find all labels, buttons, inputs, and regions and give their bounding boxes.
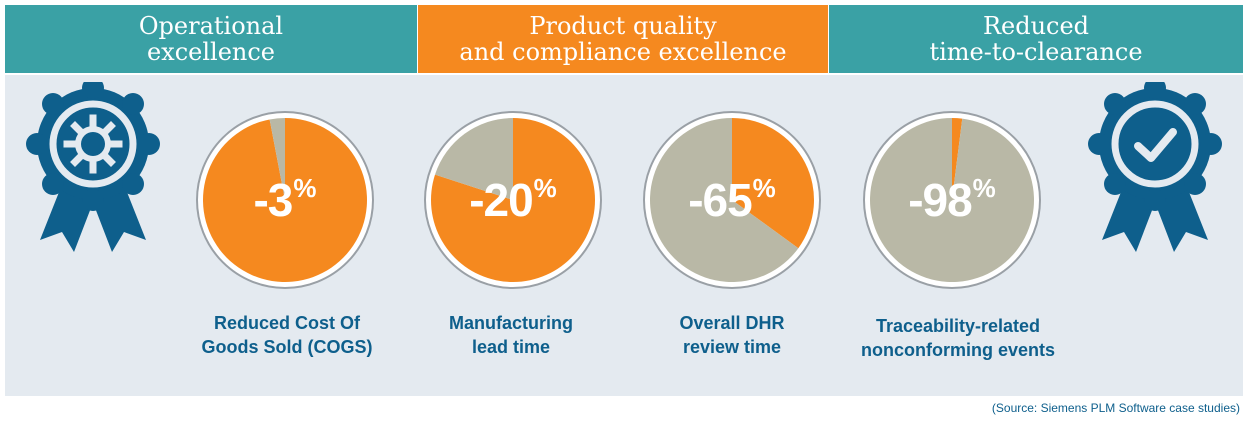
pie-chart-cogs: -3% bbox=[195, 110, 375, 295]
pie-chart-svg bbox=[863, 111, 1041, 289]
header-line-2: excellence bbox=[146, 38, 276, 66]
caption-dhr-review: Overall DHR review time bbox=[632, 311, 832, 359]
checkmark-award-badge-icon bbox=[1088, 82, 1222, 252]
source-note: (Source: Siemens PLM Software case studi… bbox=[991, 401, 1240, 415]
pie-slice-remaining bbox=[952, 118, 963, 200]
pie-chart-traceability: -98% bbox=[862, 110, 1042, 295]
header-time-to-clearance: Reduced time-to-clearance bbox=[829, 5, 1243, 73]
caption-cogs: Reduced Cost Of Goods Sold (COGS) bbox=[187, 311, 387, 359]
caption-line-1: Overall DHR bbox=[679, 313, 785, 333]
header-line-2: and compliance excellence bbox=[459, 38, 787, 66]
caption-line-2: review time bbox=[682, 337, 782, 357]
gear-award-badge-icon bbox=[26, 82, 160, 252]
pie-chart-svg bbox=[643, 111, 821, 289]
pie-slice-reduced bbox=[269, 118, 285, 200]
caption-line-2: nonconforming events bbox=[860, 340, 1055, 360]
pie-slice-reduced bbox=[650, 118, 799, 282]
header-product-quality: Product quality and compliance excellenc… bbox=[418, 5, 828, 73]
pie-slice-reduced bbox=[435, 118, 513, 200]
header-operational-excellence: Operational excellence bbox=[5, 5, 417, 73]
pie-slice-remaining bbox=[732, 118, 814, 249]
header-line-2: time-to-clearance bbox=[929, 38, 1143, 66]
pie-chart-lead-time: -20% bbox=[423, 110, 603, 295]
header-line-1: Reduced bbox=[982, 12, 1090, 40]
caption-traceability: Traceability-related nonconforming event… bbox=[853, 314, 1063, 362]
caption-line-1: Traceability-related bbox=[875, 316, 1041, 336]
pie-chart-svg bbox=[424, 111, 602, 289]
pie-slice-reduced bbox=[870, 118, 1034, 282]
caption-line-2: Goods Sold (COGS) bbox=[201, 337, 373, 357]
pie-chart-svg bbox=[196, 111, 374, 289]
pie-chart-dhr-review: -65% bbox=[642, 110, 822, 295]
caption-line-1: Reduced Cost Of bbox=[213, 313, 360, 333]
header-line-1: Operational bbox=[138, 12, 284, 40]
caption-line-1: Manufacturing bbox=[449, 313, 573, 333]
pie-slice-remaining bbox=[202, 118, 367, 282]
header-line-1: Product quality bbox=[529, 12, 717, 40]
caption-lead-time: Manufacturing lead time bbox=[411, 311, 611, 359]
caption-line-2: lead time bbox=[471, 337, 551, 357]
